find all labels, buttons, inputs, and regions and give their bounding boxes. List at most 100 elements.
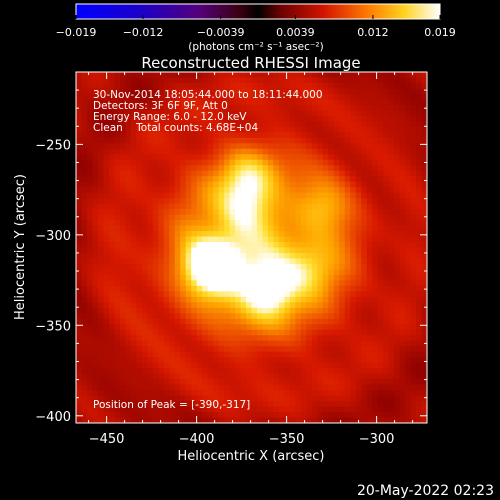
- heatmap-cell: [196, 99, 203, 106]
- heatmap-cell: [147, 390, 154, 396]
- heatmap-cell: [152, 313, 159, 320]
- heatmap-cell: [306, 209, 313, 215]
- heatmap-cell: [333, 285, 340, 292]
- heatmap-cell: [169, 170, 176, 177]
- heatmap-cell: [322, 269, 329, 276]
- heatmap-cell: [416, 170, 422, 177]
- heatmap-cell: [251, 159, 258, 166]
- heatmap-cell: [152, 357, 159, 364]
- heatmap-cell: [322, 132, 329, 139]
- heatmap-cell: [191, 88, 198, 95]
- heatmap-cell: [147, 110, 154, 117]
- heatmap-cell: [339, 406, 346, 413]
- heatmap-cell: [163, 329, 170, 336]
- heatmap-cell: [191, 335, 198, 342]
- heatmap-cell: [224, 346, 230, 353]
- heatmap-cell: [130, 137, 137, 144]
- heatmap-cell: [224, 263, 230, 270]
- heatmap-cell: [103, 285, 110, 292]
- heatmap-cell: [174, 335, 181, 342]
- heatmap-cell: [180, 115, 187, 122]
- heatmap-cell: [262, 198, 269, 205]
- heatmap-cell: [224, 126, 230, 133]
- heatmap-cell: [344, 280, 351, 287]
- heatmap-cell: [416, 252, 422, 259]
- heatmap-cell: [344, 176, 351, 183]
- heatmap-cell: [191, 220, 198, 226]
- heatmap-cell: [213, 252, 219, 259]
- heatmap-cell: [361, 340, 368, 347]
- heatmap-cell: [399, 82, 406, 89]
- heatmap-cell: [267, 176, 274, 183]
- heatmap-cell: [256, 214, 263, 221]
- heatmap-cell: [399, 258, 406, 265]
- heatmap-cell: [81, 291, 88, 298]
- heatmap-cell: [421, 346, 427, 353]
- heatmap-cell: [289, 203, 296, 210]
- heatmap-cell: [235, 252, 241, 259]
- heatmap-cell: [92, 170, 99, 177]
- heatmap-cell: [267, 132, 274, 139]
- heatmap-cell: [86, 417, 93, 423]
- heatmap-cell: [372, 318, 379, 325]
- heatmap-cell: [119, 379, 126, 386]
- heatmap-cell: [300, 82, 307, 89]
- heatmap-cell: [174, 302, 181, 309]
- heatmap-cell: [235, 214, 241, 221]
- heatmap-cell: [355, 362, 362, 369]
- heatmap-cell: [191, 302, 198, 309]
- heatmap-cell: [229, 373, 236, 380]
- heatmap-cell: [322, 231, 329, 237]
- heatmap-cell: [108, 77, 115, 84]
- heatmap-cell: [339, 307, 346, 314]
- heatmap-cell: [311, 242, 318, 248]
- heatmap-cell: [202, 357, 209, 364]
- heatmap-cell: [180, 209, 187, 215]
- heatmap-cell: [405, 121, 411, 128]
- heatmap-cell: [108, 291, 115, 298]
- heatmap-cell: [388, 401, 395, 407]
- heatmap-cell: [240, 77, 247, 84]
- heatmap-cell: [180, 121, 187, 128]
- heatmap-cell: [218, 274, 225, 281]
- heatmap-cell: [372, 412, 379, 418]
- heatmap-cell: [229, 296, 236, 303]
- heatmap-cell: [147, 247, 154, 254]
- heatmap-cell: [278, 302, 285, 309]
- heatmap-cell: [202, 395, 209, 402]
- heatmap-cell: [251, 170, 258, 177]
- heatmap-cell: [410, 291, 417, 298]
- heatmap-cell: [339, 154, 346, 161]
- heatmap-cell: [394, 395, 400, 402]
- heatmap-cell: [405, 324, 411, 331]
- heatmap-cell: [284, 379, 291, 386]
- heatmap-cell: [383, 302, 390, 309]
- heatmap-cell: [174, 104, 181, 111]
- heatmap-cell: [207, 395, 214, 402]
- heatmap-cell: [322, 82, 329, 89]
- heatmap-cell: [284, 335, 291, 342]
- heatmap-cell: [377, 384, 384, 391]
- heatmap-cell: [218, 176, 225, 183]
- heatmap-cell: [311, 406, 318, 413]
- heatmap-cell: [273, 296, 280, 303]
- heatmap-cell: [114, 165, 121, 172]
- heatmap-cell: [306, 198, 313, 205]
- heatmap-cell: [92, 115, 99, 122]
- heatmap-cell: [383, 401, 390, 407]
- heatmap-cell: [152, 379, 159, 386]
- heatmap-cell: [262, 401, 269, 407]
- heatmap-cell: [311, 220, 318, 226]
- heatmap-cell: [224, 280, 230, 287]
- heatmap-cell: [185, 247, 192, 254]
- heatmap-cell: [158, 137, 165, 144]
- heatmap-cell: [92, 154, 99, 161]
- heatmap-cell: [141, 104, 148, 111]
- heatmap-cell: [394, 121, 400, 128]
- heatmap-cell: [76, 335, 82, 342]
- heatmap-cell: [421, 236, 427, 243]
- heatmap-cell: [224, 302, 230, 309]
- heatmap-cell: [289, 258, 296, 265]
- heatmap-cell: [278, 198, 285, 205]
- heatmap-cell: [130, 181, 137, 188]
